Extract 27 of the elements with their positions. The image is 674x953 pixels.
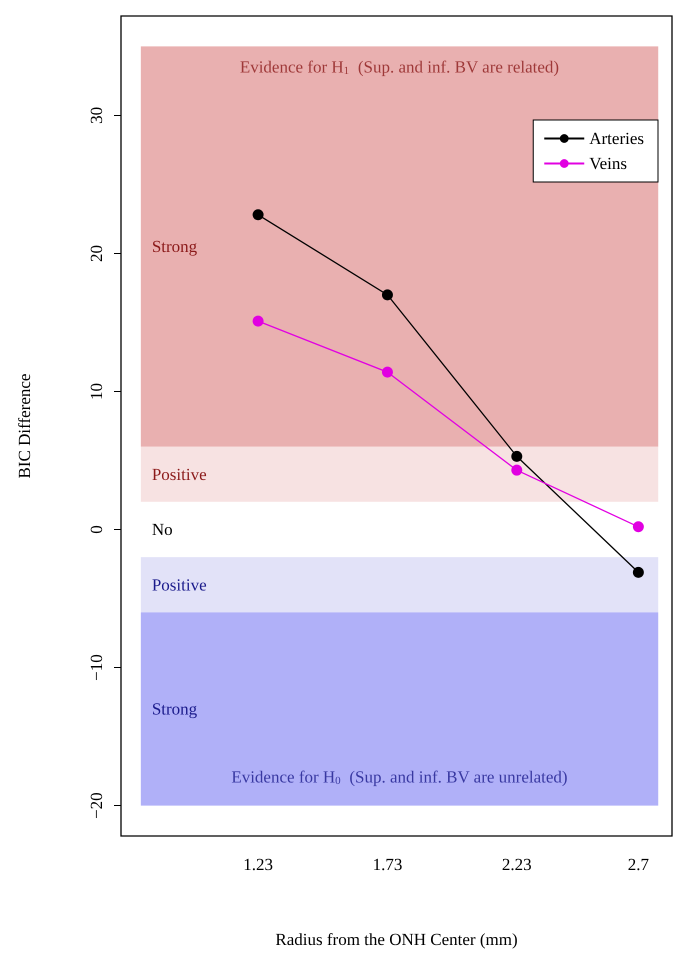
point (252, 209, 264, 220)
y-tick-label: 10 (87, 382, 106, 400)
x-axis-title: Radius from the ONH Center (mm) (275, 930, 518, 949)
point (382, 366, 393, 378)
y-tick-label: 20 (87, 244, 106, 262)
y-axis-title: BIC Difference (15, 374, 34, 478)
band-label: Strong (152, 237, 198, 256)
x-tick-label: 2.7 (628, 855, 650, 874)
band-label: Positive (152, 575, 207, 594)
point (511, 450, 522, 462)
point (632, 566, 644, 578)
legend-label: Veins (589, 154, 628, 173)
x-tick-label: 2.23 (502, 855, 532, 874)
point (632, 521, 644, 532)
band-label: No (152, 520, 173, 540)
legend-label: Arteries (589, 129, 644, 148)
band-label: Positive (152, 464, 207, 484)
x-tick-label: 1.73 (372, 855, 402, 874)
y-tick-label: −20 (87, 792, 106, 819)
y-tick-label: 30 (87, 106, 106, 124)
point (511, 464, 522, 476)
y-tick-label: 0 (87, 525, 106, 534)
y-tick-label: −10 (87, 654, 106, 681)
band-label: Strong (152, 699, 198, 718)
point (382, 289, 393, 300)
point (252, 316, 264, 327)
x-tick-label: 1.23 (243, 855, 273, 874)
